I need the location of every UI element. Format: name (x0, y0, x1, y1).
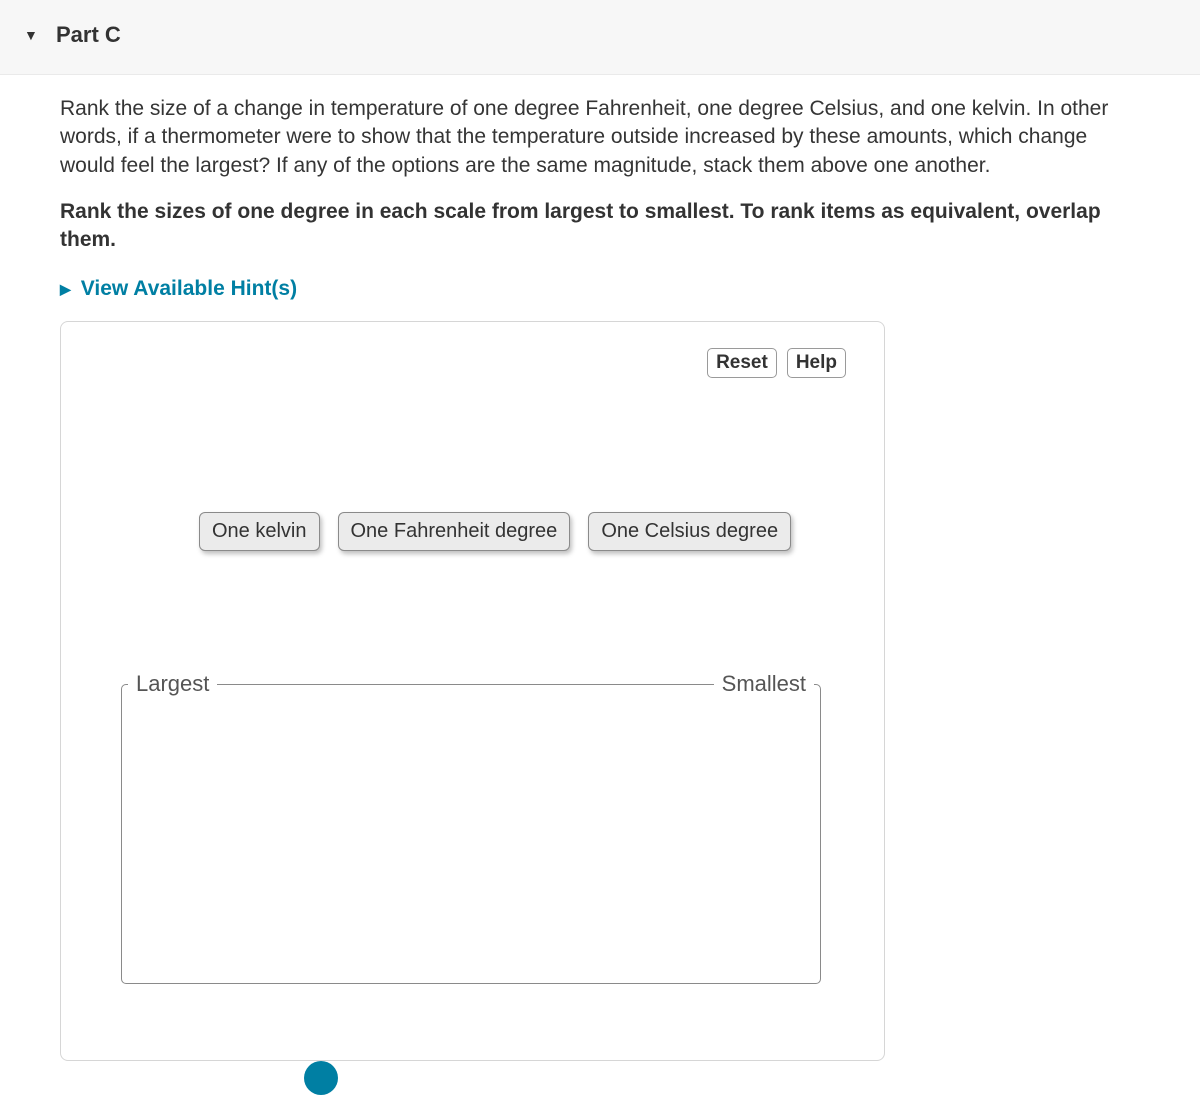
ranking-panel: Reset Help One kelvin One Fahrenheit deg… (60, 321, 885, 1061)
chevron-right-icon: ▶ (60, 281, 71, 298)
panel-toolbar: Reset Help (707, 348, 846, 378)
rank-items-source: One kelvin One Fahrenheit degree One Cel… (199, 512, 791, 551)
rank-item[interactable]: One Fahrenheit degree (338, 512, 571, 551)
hints-label: View Available Hint(s) (81, 277, 297, 301)
question-instruction: Rank the sizes of one degree in each sca… (60, 198, 1140, 255)
drop-zone-right-label: Smallest (714, 671, 814, 697)
ranking-drop-zone[interactable]: Largest Smallest (121, 684, 821, 984)
collapse-icon: ▼ (24, 27, 38, 43)
rank-item[interactable]: One Celsius degree (588, 512, 791, 551)
info-icon[interactable] (304, 1061, 338, 1095)
reset-button[interactable]: Reset (707, 348, 777, 378)
question-prompt: Rank the size of a change in temperature… (60, 95, 1140, 180)
part-header[interactable]: ▼ Part C (0, 0, 1200, 75)
help-button[interactable]: Help (787, 348, 846, 378)
drop-zone-left-label: Largest (128, 671, 217, 697)
rank-item[interactable]: One kelvin (199, 512, 320, 551)
part-title: Part C (56, 22, 121, 48)
hints-toggle[interactable]: ▶ View Available Hint(s) (60, 277, 297, 301)
question-content: Rank the size of a change in temperature… (0, 75, 1140, 1107)
